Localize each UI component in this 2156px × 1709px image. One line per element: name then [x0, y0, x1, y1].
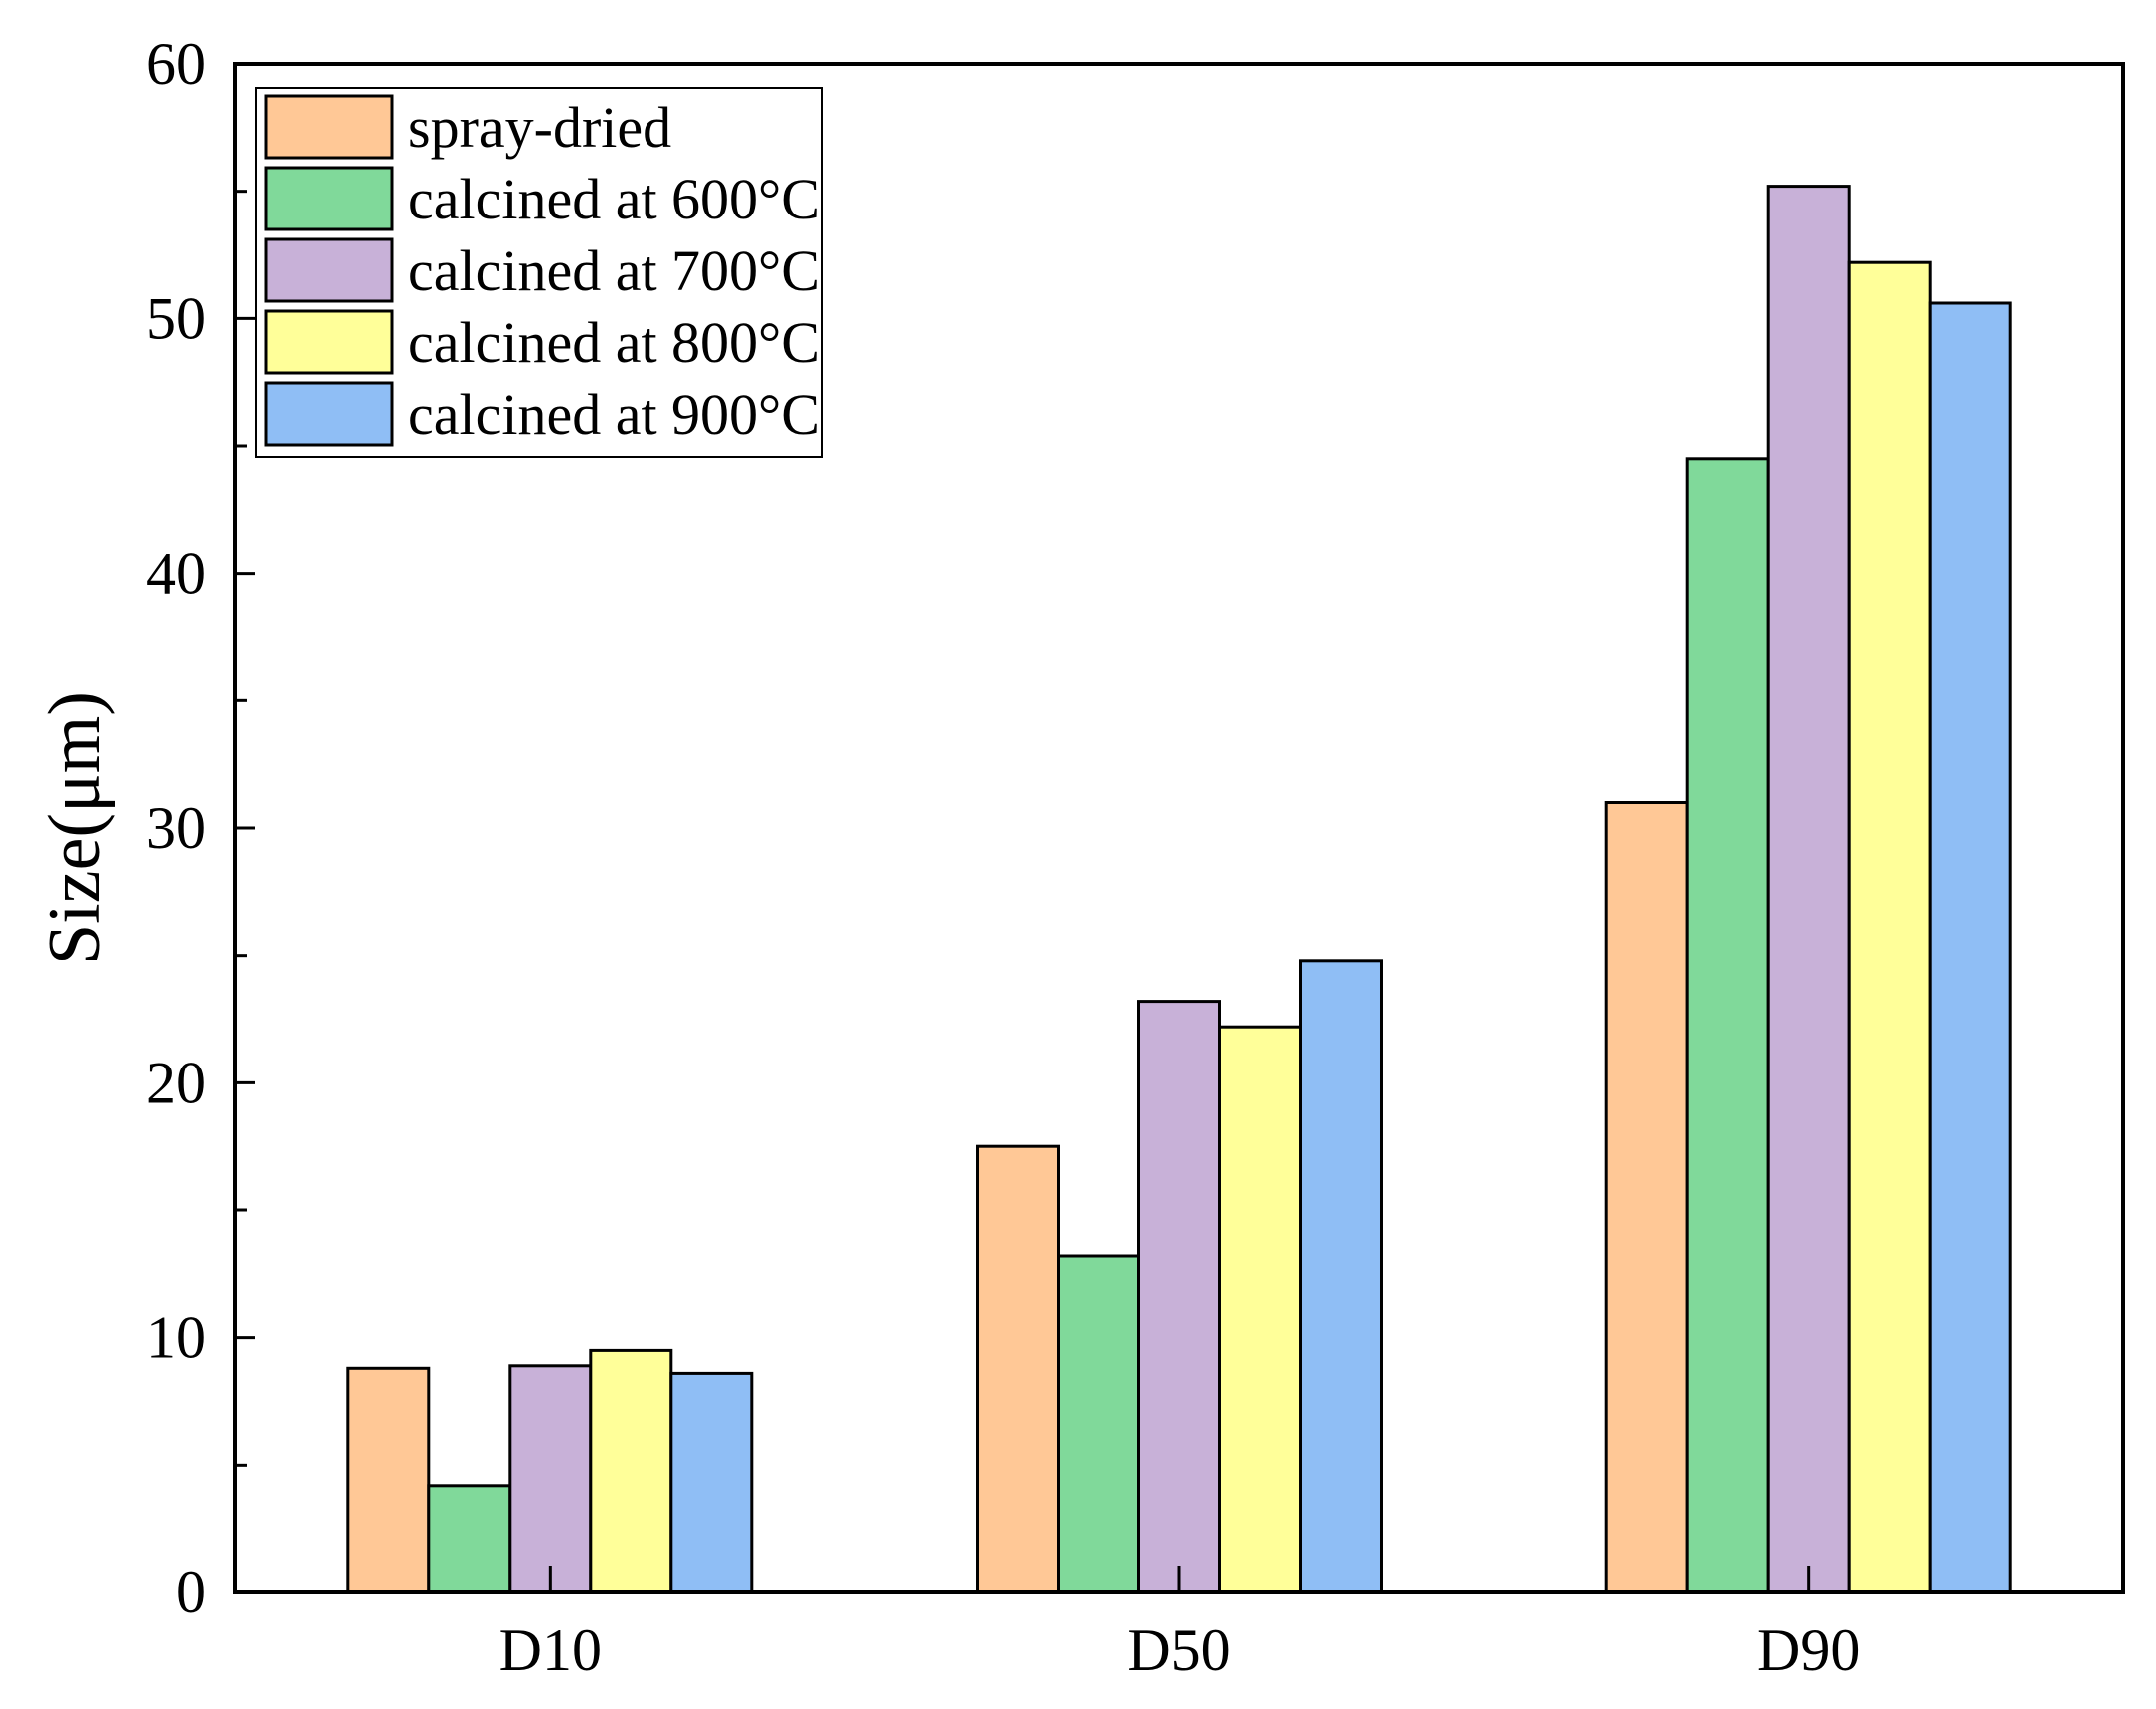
y-tick-label-10: 10: [146, 1305, 206, 1371]
x-tick-label-d90: D90: [1757, 1617, 1860, 1683]
bar-d10-series-2: [427, 1484, 512, 1594]
legend-swatch-4: [264, 309, 394, 375]
y-tick-label-40: 40: [146, 541, 206, 607]
bar-d90-series-5: [1928, 301, 2012, 1594]
bar-d10-series-1: [346, 1366, 431, 1594]
y-tick-label-30: 30: [146, 795, 206, 861]
legend-label-1: spray-dried: [408, 95, 671, 160]
bar-d10-series-5: [669, 1371, 754, 1594]
legend-swatch-2: [264, 166, 394, 231]
bar-d10-series-4: [589, 1348, 673, 1594]
legend-swatch-1: [264, 94, 394, 160]
legend-label-2: calcined at 600°C: [408, 167, 820, 231]
x-tick-label-d50: D50: [1127, 1617, 1230, 1683]
x-tick-label-d10: D10: [499, 1617, 602, 1683]
bar-d90-series-2: [1685, 457, 1770, 1594]
legend-label-5: calcined at 900°C: [408, 382, 820, 447]
y-tick-label-20: 20: [146, 1050, 206, 1115]
legend-label-4: calcined at 800°C: [408, 310, 820, 375]
bar-d90-series-4: [1847, 260, 1932, 1594]
bar-d50-series-5: [1299, 959, 1383, 1594]
bar-d90-series-3: [1766, 185, 1851, 1594]
y-tick-label-60: 60: [146, 31, 206, 97]
bar-d10-series-3: [508, 1364, 593, 1594]
bar-d90-series-1: [1604, 801, 1689, 1594]
bar-d50-series-2: [1057, 1254, 1140, 1594]
legend-label-3: calcined at 700°C: [408, 238, 820, 303]
legend-swatch-5: [264, 381, 394, 447]
y-axis-title: Size(μm): [34, 691, 116, 965]
y-tick-label-0: 0: [176, 1559, 206, 1625]
bar-d50-series-1: [976, 1144, 1060, 1594]
bar-d50-series-3: [1137, 1000, 1221, 1594]
legend-swatch-3: [264, 237, 394, 303]
y-tick-label-50: 50: [146, 285, 206, 351]
bar-d50-series-4: [1218, 1025, 1302, 1594]
